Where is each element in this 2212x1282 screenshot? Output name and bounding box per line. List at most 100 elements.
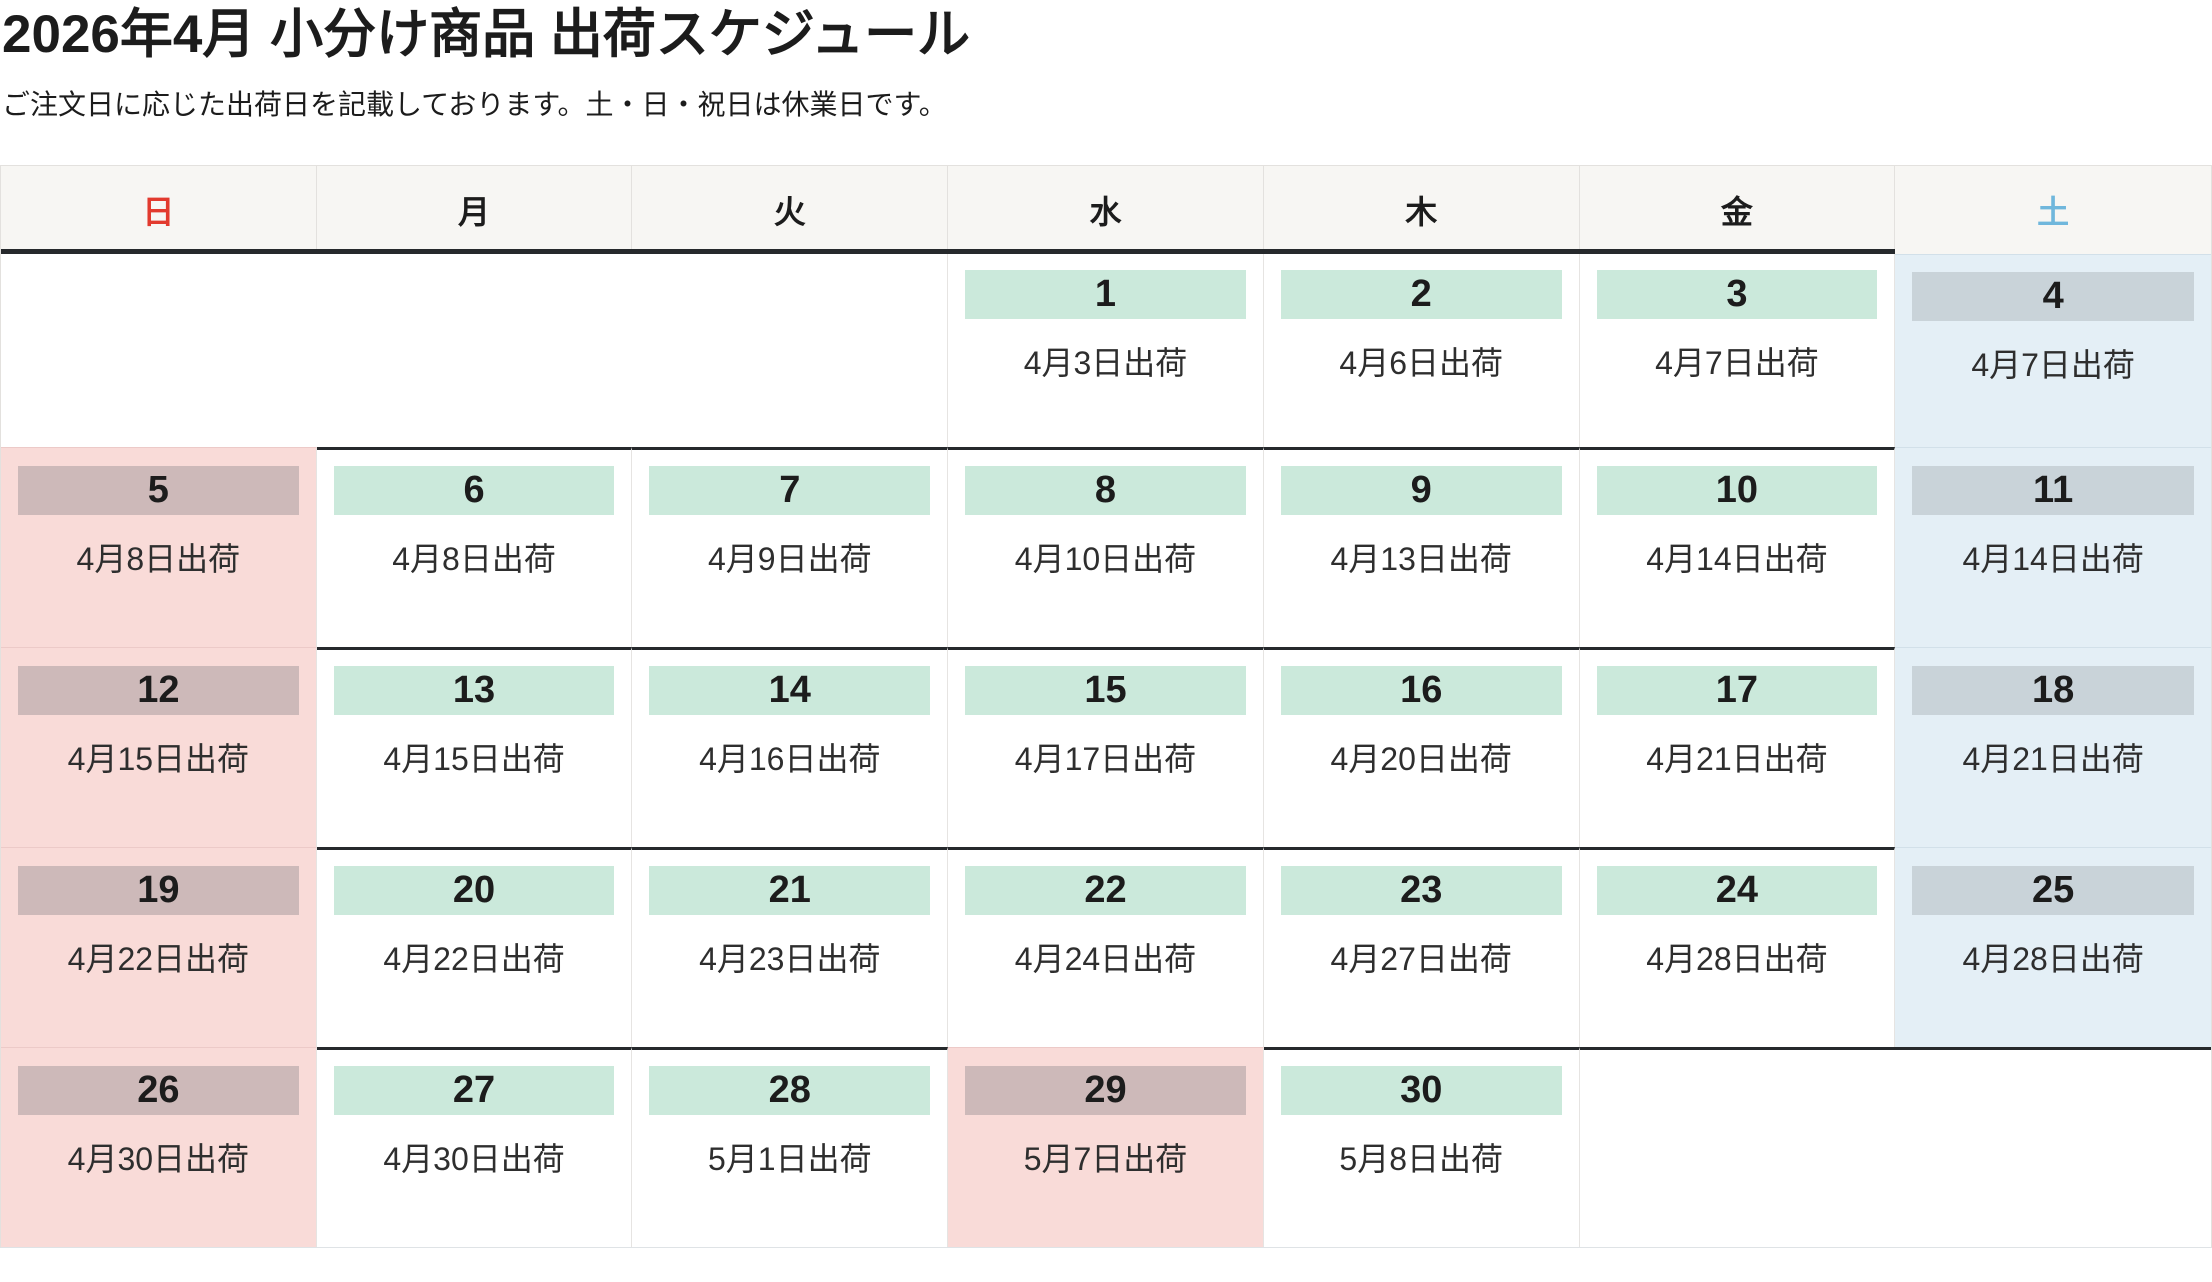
calendar-day-27: 27 4月30日出荷 (316, 1047, 633, 1247)
calendar-day-9: 9 4月13日出荷 (1263, 447, 1580, 647)
weekday-header-weekday-2: 火 (632, 166, 949, 254)
calendar-day-28: 28 5月1日出荷 (632, 1047, 949, 1247)
day-number-badge: 15 (965, 666, 1246, 715)
ship-date-label: 4月28日出荷 (1962, 941, 2144, 977)
ship-date-label: 4月24日出荷 (1014, 941, 1197, 977)
day-number-badge: 22 (965, 866, 1246, 915)
calendar-day-4: 4 4月7日出荷 (1895, 254, 2211, 447)
weekday-label: 日 (142, 194, 175, 230)
day-number-badge: 5 (18, 466, 299, 515)
calendar-week-row: 1 4月3日出荷 2 4月6日出荷 3 4月7日出荷 4 4月7日出荷 (1, 254, 2211, 447)
day-number-badge: 21 (649, 866, 931, 915)
weekday-header-saturday-6: 土 (1895, 166, 2211, 254)
empty-cell (1, 254, 949, 447)
calendar-day-26: 26 4月30日出荷 (1, 1047, 317, 1247)
weekday-header-weekday-1: 月 (317, 166, 633, 254)
page-subtitle: ご注文日に応じた出荷日を記載しております。土・日・祝日は休業日です。 (2, 89, 947, 120)
ship-date-label: 4月22日出荷 (383, 941, 565, 977)
ship-date-label: 4月13日出荷 (1330, 541, 1512, 577)
empty-cell (1579, 1047, 2211, 1247)
day-number-badge: 28 (649, 1066, 931, 1115)
day-number-badge: 2 (1280, 270, 1562, 319)
calendar-day-6: 6 4月8日出荷 (316, 447, 633, 647)
weekday-header-weekday-3: 水 (948, 166, 1264, 254)
calendar-week-row: 26 4月30日出荷 27 4月30日出荷 28 5月1日出荷 29 5月7日出荷 30 5月8日… (1, 1047, 2211, 1247)
ship-date-label: 4月28日出荷 (1646, 941, 1828, 977)
calendar-day-29: 29 5月7日出荷 (948, 1047, 1264, 1247)
ship-date-label: 4月21日出荷 (1646, 741, 1828, 777)
shipping-calendar: 日 月 火 水 木 金 土 1 4月3日出荷 2 4月6日出荷 3 4月7日出荷 4 4月7日出荷 5 4月8… (0, 165, 2212, 1248)
ship-date-label: 4月27日出荷 (1330, 941, 1512, 977)
weekday-header-row: 日月火水木金土 (1, 166, 2211, 254)
calendar-day-25: 25 4月28日出荷 (1895, 847, 2211, 1047)
ship-date-label: 4月20日出荷 (1330, 741, 1512, 777)
day-number-badge: 20 (333, 866, 615, 915)
weekday-label: 木 (1405, 194, 1438, 230)
calendar-day-1: 1 4月3日出荷 (948, 254, 1264, 447)
day-number-badge: 11 (1912, 466, 2194, 515)
ship-date-label: 4月23日出荷 (699, 941, 881, 977)
calendar-day-24: 24 4月28日出荷 (1579, 847, 1896, 1047)
day-number-badge: 29 (965, 1066, 1246, 1115)
page-title: 2026年4月 小分け商品 出荷スケジュール (2, 5, 971, 64)
day-number-badge: 19 (18, 866, 299, 915)
calendar-day-12: 12 4月15日出荷 (1, 647, 317, 847)
calendar-day-21: 21 4月23日出荷 (632, 847, 949, 1047)
ship-date-label: 4月8日出荷 (76, 541, 241, 577)
day-number-badge: 30 (1280, 1066, 1562, 1115)
weekday-header-weekday-5: 金 (1580, 166, 1896, 254)
day-number-badge: 13 (333, 666, 615, 715)
ship-date-label: 4月16日出荷 (699, 741, 881, 777)
day-number-badge: 18 (1912, 666, 2194, 715)
weekday-label: 金 (1720, 194, 1753, 230)
day-number-badge: 8 (965, 466, 1246, 515)
weekday-label: 月 (458, 194, 491, 230)
ship-date-label: 4月21日出荷 (1962, 741, 2144, 777)
day-number-badge: 16 (1280, 666, 1562, 715)
day-number-badge: 4 (1912, 272, 2194, 321)
day-number-badge: 17 (1596, 666, 1878, 715)
ship-date-label: 5月1日出荷 (707, 1141, 872, 1177)
calendar-day-30: 30 5月8日出荷 (1263, 1047, 1580, 1247)
ship-date-label: 5月7日出荷 (1023, 1141, 1188, 1177)
weekday-header-weekday-4: 木 (1264, 166, 1580, 254)
ship-date-label: 4月7日出荷 (1655, 345, 1819, 381)
shipping-schedule-page: 2026年4月 小分け商品 出荷スケジュール ご注文日に応じた出荷日を記載してお… (0, 5, 2212, 1248)
ship-date-label: 4月15日出荷 (67, 741, 250, 777)
day-number-badge: 10 (1596, 466, 1878, 515)
calendar-day-17: 17 4月21日出荷 (1579, 647, 1896, 847)
day-number-badge: 24 (1596, 866, 1878, 915)
day-number-badge: 27 (333, 1066, 615, 1115)
calendar-week-row: 5 4月8日出荷 6 4月8日出荷 7 4月9日出荷 8 4月10日出荷 9 4月13日出荷 10 4… (1, 447, 2211, 647)
calendar-day-20: 20 4月22日出荷 (316, 847, 633, 1047)
weekday-label: 土 (2037, 194, 2070, 230)
day-number-badge: 7 (649, 466, 931, 515)
calendar-day-5: 5 4月8日出荷 (1, 447, 317, 647)
ship-date-label: 4月15日出荷 (383, 741, 565, 777)
calendar-week-row: 19 4月22日出荷 20 4月22日出荷 21 4月23日出荷 22 4月24日出荷 23 4月… (1, 847, 2211, 1047)
calendar-day-8: 8 4月10日出荷 (948, 447, 1264, 647)
calendar-day-22: 22 4月24日出荷 (948, 847, 1264, 1047)
ship-date-label: 4月14日出荷 (1962, 541, 2144, 577)
calendar-day-14: 14 4月16日出荷 (632, 647, 949, 847)
ship-date-label: 4月10日出荷 (1014, 541, 1197, 577)
day-number-badge: 25 (1912, 866, 2194, 915)
weekday-label: 火 (773, 194, 806, 230)
day-number-badge: 1 (965, 270, 1246, 319)
ship-date-label: 4月7日出荷 (1971, 347, 2135, 383)
day-number-badge: 12 (18, 666, 299, 715)
calendar-day-7: 7 4月9日出荷 (632, 447, 949, 647)
day-number-badge: 26 (18, 1066, 299, 1115)
header-divider-rule (1, 249, 1896, 254)
calendar-day-13: 13 4月15日出荷 (316, 647, 633, 847)
ship-date-label: 5月8日出荷 (1339, 1141, 1503, 1177)
calendar-day-3: 3 4月7日出荷 (1579, 254, 1896, 447)
ship-date-label: 4月9日出荷 (707, 541, 872, 577)
calendar-day-16: 16 4月20日出荷 (1263, 647, 1580, 847)
calendar-day-23: 23 4月27日出荷 (1263, 847, 1580, 1047)
ship-date-label: 4月30日出荷 (67, 1141, 250, 1177)
ship-date-label: 4月6日出荷 (1339, 345, 1503, 381)
ship-date-label: 4月22日出荷 (67, 941, 250, 977)
day-number-badge: 9 (1280, 466, 1562, 515)
weekday-header-sunday-0: 日 (1, 166, 317, 254)
